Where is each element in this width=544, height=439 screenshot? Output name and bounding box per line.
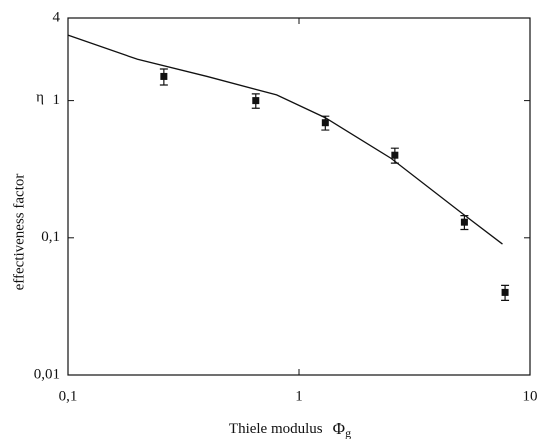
data-point — [252, 97, 260, 105]
data-point — [391, 151, 399, 159]
y-symbol: η — [36, 89, 44, 105]
data-point — [321, 119, 329, 127]
x-symbol: Φ — [333, 419, 345, 438]
y-axis-label: effectiveness factor — [11, 174, 27, 291]
x-symbol-sub: g — [345, 426, 351, 439]
y-tick-label: 0,1 — [41, 229, 60, 245]
data-point — [460, 218, 468, 226]
plot-frame — [67, 17, 531, 376]
x-axis-label: Thiele modulus Φg — [229, 419, 351, 439]
x-tick-label: 0,1 — [59, 388, 78, 404]
x-tick-label: 1 — [295, 388, 303, 404]
model-curve — [67, 34, 503, 245]
data-point — [160, 72, 168, 80]
y-tick-label: 1 — [53, 92, 61, 108]
x-label-text: Thiele modulus — [229, 421, 323, 437]
y-tick-label: 0,01 — [34, 366, 60, 382]
y-tick-label: 4 — [53, 9, 61, 25]
x-tick-label: 10 — [523, 388, 538, 404]
data-point — [501, 288, 509, 296]
